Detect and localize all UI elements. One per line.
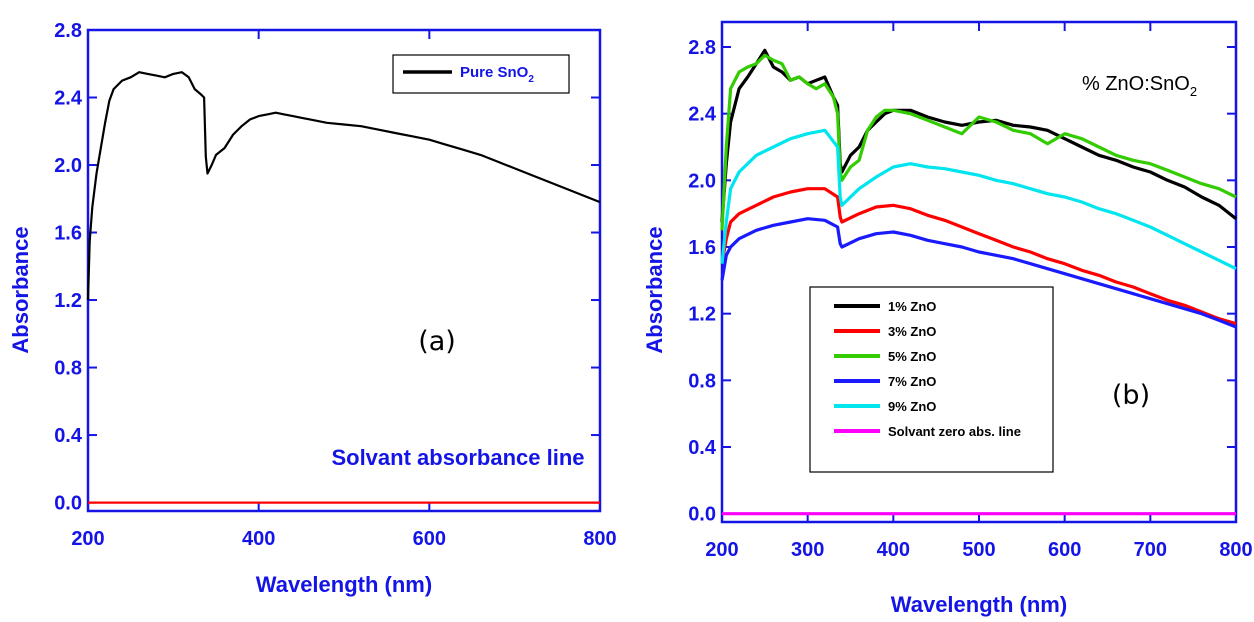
solvent-annotation-a: Solvant absorbance line <box>331 445 584 470</box>
legend-label-1-zno: 1% ZnO <box>888 299 936 314</box>
series-line-pure-sno <box>86 71 601 301</box>
legend-label-5-zno: 5% ZnO <box>888 349 936 364</box>
series-line-9-zno <box>720 128 1237 271</box>
legend-label-solvant-zero-abs-line: Solvant zero abs. line <box>888 424 1021 439</box>
panel-label-b: (b) <box>1112 380 1150 411</box>
y-tick-label: 1.6 <box>688 237 716 259</box>
panel-a: 200 400 600 800 0.0 0.4 0.8 1.2 1.6 2.0 2.4 2.8 Sol… <box>8 20 617 597</box>
legend-label-9-zno: 9% ZnO <box>888 399 936 414</box>
x-axis-title-b: Wavelength (nm) <box>891 592 1067 617</box>
y-tick-label: 0.8 <box>54 358 82 380</box>
y-tick-label: 2.0 <box>688 170 716 192</box>
y-axis-title-a: Absorbance <box>8 226 33 353</box>
x-tick-label: 600 <box>413 528 446 550</box>
y-tick-label: 2.8 <box>688 37 716 59</box>
x-tick-label: 200 <box>705 539 738 561</box>
legend-b: 1% ZnO 3% ZnO 5% ZnO 7% ZnO 9% ZnO Solvant ze… <box>809 286 1054 473</box>
x-tick-label: 600 <box>1048 539 1081 561</box>
x-tick-label: 500 <box>962 539 995 561</box>
panel-b: 200 300 400 500 600 700 800 0.0 0.4 0.8 1.2 1.6 2.0 2… <box>642 20 1253 617</box>
x-tick-label: 300 <box>791 539 824 561</box>
y-tick-label: 2.4 <box>54 88 83 110</box>
x-tick-label: 800 <box>1219 539 1252 561</box>
x-tick-label: 700 <box>1134 539 1167 561</box>
y-tick-label: 1.6 <box>54 223 82 245</box>
panel-label-a: (a) <box>418 326 456 357</box>
legend-box-a <box>392 54 570 94</box>
plot-frame-a <box>86 28 602 513</box>
y-tick-label: 2.4 <box>688 104 717 126</box>
series-line-7-zno <box>720 217 1237 329</box>
y-tick-label: 0.4 <box>54 425 83 447</box>
series-line-5-zno <box>720 53 1237 231</box>
y-tick-label: 2.8 <box>54 20 82 42</box>
x-tick-label: 800 <box>583 528 616 550</box>
x-tick-label: 200 <box>71 528 104 550</box>
series-b <box>720 48 1237 516</box>
legend-label-7-zno: 7% ZnO <box>888 374 936 389</box>
y-tick-label: 0.0 <box>688 504 716 526</box>
ticks-a: 200 400 600 800 0.0 0.4 0.8 1.2 1.6 2.0 2.4 2.8 <box>54 20 617 550</box>
series-a <box>86 71 601 504</box>
ticks-b: 200 300 400 500 600 700 800 0.0 0.4 0.8 1.2 1.6 2.0 2… <box>688 22 1253 561</box>
y-tick-label: 1.2 <box>688 304 716 326</box>
x-axis-title-a: Wavelength (nm) <box>256 572 432 597</box>
y-tick-label: 0.8 <box>688 370 716 392</box>
y-axis-title-b: Absorbance <box>642 226 667 353</box>
y-tick-label: 0.4 <box>688 437 717 459</box>
series-line-3-zno <box>720 187 1237 326</box>
legend-label-3-zno: 3% ZnO <box>888 324 936 339</box>
legend-a: Pure SnO2 <box>392 54 570 94</box>
y-tick-label: 2.0 <box>54 155 82 177</box>
composition-annotation-b: % ZnO:SnO2 <box>1082 73 1197 99</box>
series-line-1-zno <box>720 48 1237 223</box>
y-tick-label: 0.0 <box>54 493 82 515</box>
x-tick-label: 400 <box>242 528 275 550</box>
y-tick-label: 1.2 <box>54 290 82 312</box>
x-tick-label: 400 <box>877 539 910 561</box>
legend-label-pure-sno2: Pure SnO2 <box>460 64 534 85</box>
